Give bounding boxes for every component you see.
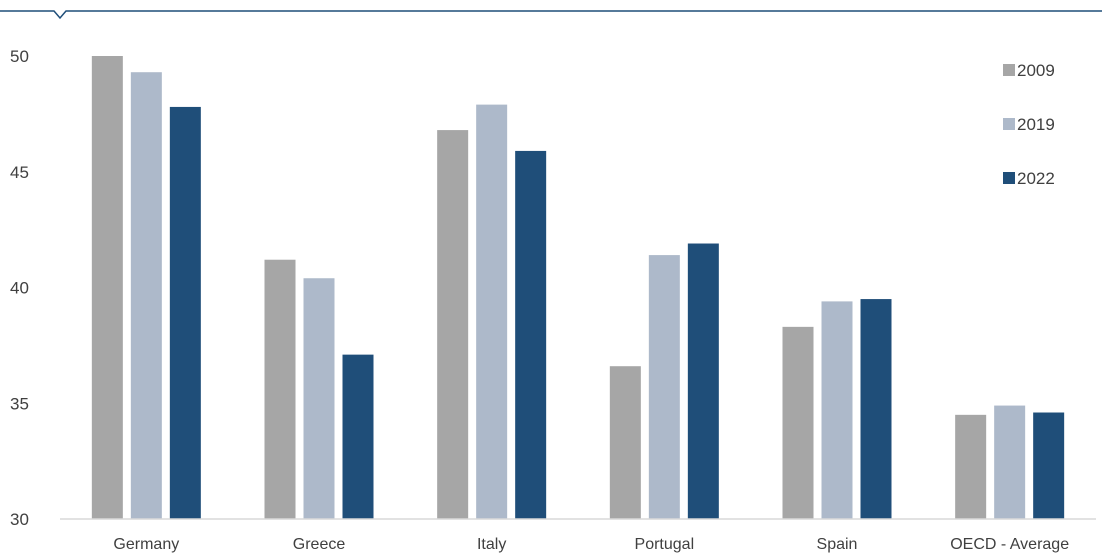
x-tick-label: Germany xyxy=(113,536,179,553)
bar-2009-greece xyxy=(264,259,296,519)
bar-2009-portugal xyxy=(609,366,641,519)
y-axis: 50 45 40 35 30 xyxy=(10,47,29,529)
bar-2022-portugal xyxy=(687,243,719,519)
legend-label: 2009 xyxy=(1017,61,1055,80)
x-tick-label: Spain xyxy=(817,536,858,553)
top-border-line xyxy=(0,10,1102,20)
legend-swatch xyxy=(1003,118,1015,130)
x-tick-label: Greece xyxy=(293,536,346,553)
bar-2019-germany xyxy=(130,72,162,519)
bar-2022-greece xyxy=(342,354,374,519)
bar-2022-oecd-average xyxy=(1033,412,1065,519)
legend-label: 2022 xyxy=(1017,169,1055,188)
legend-swatch xyxy=(1003,64,1015,76)
bar-2019-italy xyxy=(476,104,508,520)
legend-swatch xyxy=(1003,172,1015,184)
bar-2022-spain xyxy=(860,299,892,519)
bar-2009-oecd-average xyxy=(955,414,987,519)
y-tick-label: 50 xyxy=(10,47,29,66)
bar-2019-spain xyxy=(821,301,853,519)
bar-2009-spain xyxy=(782,326,814,519)
legend-label: 2019 xyxy=(1017,115,1055,134)
bar-2022-germany xyxy=(169,106,201,520)
x-axis: Germany Greece Italy Portugal Spain OECD - Av… xyxy=(113,536,1069,553)
bar-2019-portugal xyxy=(648,255,680,519)
y-tick-label: 35 xyxy=(10,394,29,413)
bar-2009-italy xyxy=(437,130,469,519)
bars-group xyxy=(91,56,1065,520)
x-tick-label: OECD - Average xyxy=(950,536,1069,553)
x-tick-label: Portugal xyxy=(635,536,695,553)
x-tick-label: Italy xyxy=(477,536,506,553)
y-tick-label: 45 xyxy=(10,163,29,182)
bar-2022-italy xyxy=(515,150,547,520)
y-tick-label: 30 xyxy=(10,510,29,529)
legend: 2009 2019 2022 xyxy=(1003,61,1055,188)
chart-frame xyxy=(0,10,1102,20)
bar-2019-oecd-average xyxy=(994,405,1026,519)
y-tick-label: 40 xyxy=(10,279,29,298)
bar-2009-germany xyxy=(91,56,123,519)
bar-2019-greece xyxy=(303,278,335,519)
